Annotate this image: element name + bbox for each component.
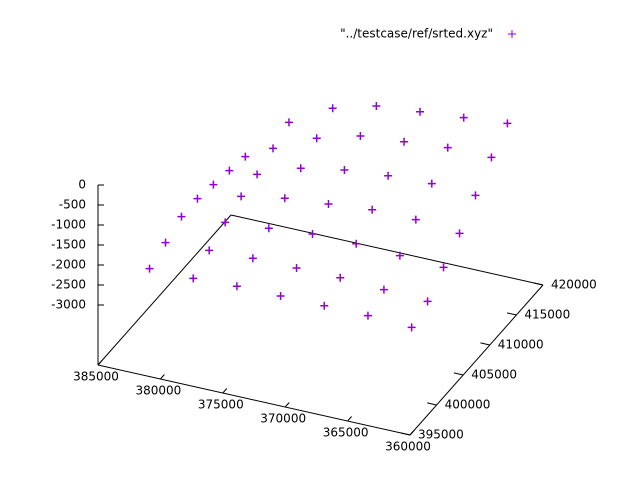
- point: [292, 264, 301, 272]
- point: [416, 107, 425, 116]
- point: [439, 263, 448, 272]
- point: [237, 192, 246, 201]
- y-tick-label: 415000: [524, 308, 570, 322]
- x-tick: [160, 374, 165, 380]
- y-tick-label: 420000: [551, 278, 597, 292]
- point: [232, 282, 241, 291]
- z-tick-label: -2500: [51, 278, 86, 292]
- point: [340, 166, 349, 174]
- z-tick-label: 0: [78, 178, 86, 192]
- point: [324, 200, 333, 208]
- point: [248, 254, 257, 263]
- point: [336, 273, 345, 282]
- point: [395, 251, 404, 260]
- point: [193, 194, 202, 203]
- point: [459, 113, 468, 122]
- axis-line: [230, 214, 544, 286]
- point: [411, 215, 420, 224]
- point: [269, 144, 278, 153]
- x-tick-label: 370000: [260, 412, 306, 426]
- point: [296, 164, 305, 173]
- point: [379, 285, 388, 294]
- point: [308, 230, 317, 238]
- point: [285, 118, 293, 127]
- point: [407, 323, 416, 332]
- x-tick: [347, 416, 352, 422]
- point: [189, 274, 198, 283]
- point: [253, 170, 262, 179]
- z-tick-label: -500: [59, 198, 86, 212]
- point: [225, 166, 234, 175]
- z-tick-label: -1000: [51, 218, 86, 232]
- point: [161, 238, 170, 247]
- point: [471, 191, 480, 200]
- x-tick: [409, 430, 415, 436]
- x-tick-label: 385000: [73, 370, 119, 384]
- point: [177, 212, 186, 221]
- point: [427, 179, 436, 188]
- y-tick-label: 400000: [445, 398, 491, 412]
- point: [276, 292, 285, 300]
- z-tick-label: -2000: [51, 258, 86, 272]
- point: [356, 132, 365, 140]
- x-tick-label: 375000: [198, 398, 244, 412]
- legend-label: "../testcase/ref/srted.xyz": [340, 27, 493, 41]
- point: [400, 137, 409, 146]
- y-tick: [427, 402, 437, 406]
- y-tick-label: 405000: [471, 368, 517, 382]
- point: [487, 153, 496, 162]
- point: [145, 264, 154, 273]
- point: [423, 297, 432, 306]
- point: [443, 143, 452, 152]
- point: [455, 229, 464, 238]
- y-tick: [506, 312, 517, 316]
- point: [264, 224, 273, 233]
- x-tick: [97, 360, 103, 366]
- point: [363, 311, 372, 320]
- z-tick-label: -3000: [51, 298, 86, 312]
- point: [209, 180, 218, 189]
- y-tick: [400, 432, 411, 436]
- z-tick-label: -1500: [51, 238, 86, 252]
- point: [372, 102, 381, 110]
- y-tick: [480, 342, 490, 346]
- axis-line: [97, 364, 411, 436]
- point: [328, 104, 337, 113]
- x-tick-label: 365000: [323, 426, 369, 440]
- axis-line: [409, 284, 544, 436]
- point: [503, 119, 512, 128]
- x-tick-label: 360000: [385, 440, 431, 454]
- y-tick-label: 410000: [498, 338, 544, 352]
- x-tick: [284, 402, 290, 408]
- point: [221, 218, 230, 227]
- point: [241, 152, 250, 161]
- axis-line: [97, 214, 232, 366]
- point: [280, 194, 289, 203]
- x-tick: [222, 388, 228, 394]
- y-tick-label: 395000: [418, 428, 464, 442]
- point: [312, 134, 321, 143]
- legend-marker: [508, 30, 516, 38]
- y-tick: [533, 282, 544, 286]
- point: [320, 301, 329, 310]
- point: [352, 239, 361, 248]
- x-tick-label: 380000: [135, 384, 181, 398]
- point: [384, 171, 393, 180]
- point: [205, 246, 214, 255]
- point: [368, 205, 377, 214]
- y-tick: [453, 372, 464, 376]
